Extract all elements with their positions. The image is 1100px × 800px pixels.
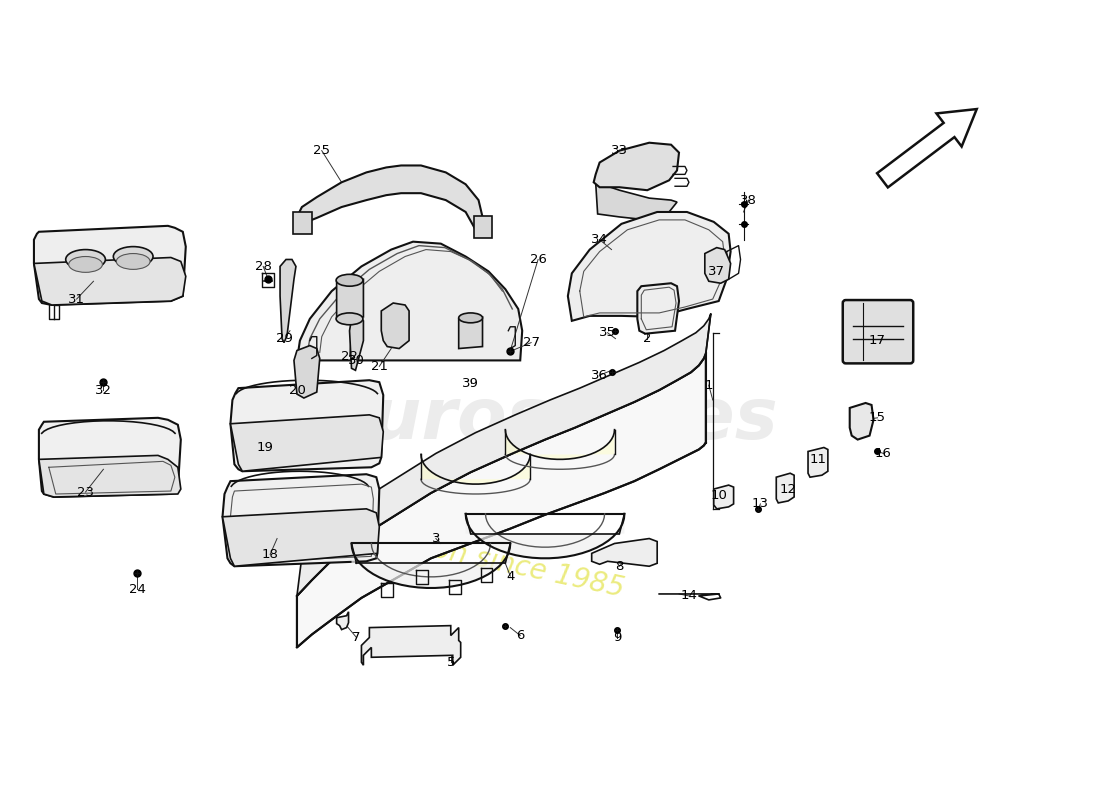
Polygon shape xyxy=(505,430,615,459)
Text: 34: 34 xyxy=(591,233,608,246)
Polygon shape xyxy=(294,346,320,398)
Text: 17: 17 xyxy=(869,334,886,347)
Text: 38: 38 xyxy=(740,194,757,206)
Ellipse shape xyxy=(66,250,106,270)
Polygon shape xyxy=(230,415,383,471)
FancyBboxPatch shape xyxy=(843,300,913,363)
Polygon shape xyxy=(293,212,311,234)
Polygon shape xyxy=(39,455,180,497)
Polygon shape xyxy=(337,279,363,319)
Text: 28: 28 xyxy=(255,260,272,273)
Polygon shape xyxy=(421,454,530,484)
Text: eurospares: eurospares xyxy=(321,386,779,454)
Polygon shape xyxy=(459,317,483,349)
Text: 11: 11 xyxy=(810,453,826,466)
Polygon shape xyxy=(777,474,794,503)
Text: 19: 19 xyxy=(256,441,274,454)
Polygon shape xyxy=(594,142,679,190)
Polygon shape xyxy=(297,242,522,361)
Text: 18: 18 xyxy=(262,548,278,561)
Text: 33: 33 xyxy=(610,144,628,157)
Text: 31: 31 xyxy=(68,293,85,306)
Polygon shape xyxy=(297,354,706,647)
Polygon shape xyxy=(230,380,383,471)
Polygon shape xyxy=(297,314,711,596)
Polygon shape xyxy=(222,474,380,566)
Ellipse shape xyxy=(68,257,102,272)
Ellipse shape xyxy=(337,313,363,325)
Polygon shape xyxy=(297,166,483,230)
Polygon shape xyxy=(592,538,657,566)
Text: 1: 1 xyxy=(704,378,713,392)
Ellipse shape xyxy=(337,274,363,286)
Polygon shape xyxy=(34,258,186,305)
Text: 37: 37 xyxy=(708,265,725,278)
Text: 16: 16 xyxy=(874,447,892,460)
Polygon shape xyxy=(352,543,510,588)
Ellipse shape xyxy=(459,313,483,323)
Text: 24: 24 xyxy=(129,582,145,595)
Text: 25: 25 xyxy=(314,144,330,157)
Text: 20: 20 xyxy=(289,384,307,397)
Polygon shape xyxy=(849,403,873,439)
Text: 29: 29 xyxy=(276,332,293,345)
Polygon shape xyxy=(280,259,296,342)
Polygon shape xyxy=(596,182,676,220)
Text: 12: 12 xyxy=(780,482,796,495)
Text: 5: 5 xyxy=(447,656,455,669)
Polygon shape xyxy=(222,509,380,566)
Text: 2: 2 xyxy=(644,332,651,345)
Ellipse shape xyxy=(117,254,150,270)
Text: 39: 39 xyxy=(462,377,478,390)
Polygon shape xyxy=(474,216,493,238)
Text: 21: 21 xyxy=(371,360,388,373)
Text: a passion since 1985: a passion since 1985 xyxy=(334,514,626,602)
Text: 4: 4 xyxy=(506,570,515,582)
Polygon shape xyxy=(362,626,461,666)
Polygon shape xyxy=(705,248,730,283)
FancyArrow shape xyxy=(877,109,977,187)
Text: 22: 22 xyxy=(341,350,358,363)
Polygon shape xyxy=(465,514,625,558)
Text: 14: 14 xyxy=(681,590,697,602)
Polygon shape xyxy=(382,303,409,349)
Polygon shape xyxy=(350,317,363,370)
Ellipse shape xyxy=(113,246,153,266)
Polygon shape xyxy=(34,226,186,305)
Polygon shape xyxy=(714,485,734,509)
Text: 35: 35 xyxy=(600,326,616,339)
Text: 36: 36 xyxy=(591,369,608,382)
Text: 27: 27 xyxy=(522,336,540,349)
Polygon shape xyxy=(568,212,730,321)
Text: 7: 7 xyxy=(352,631,361,644)
Text: 13: 13 xyxy=(752,498,769,510)
Polygon shape xyxy=(637,283,679,334)
Text: 8: 8 xyxy=(615,560,624,573)
Text: 32: 32 xyxy=(95,384,112,397)
Polygon shape xyxy=(337,612,349,630)
Text: 3: 3 xyxy=(431,532,440,545)
Polygon shape xyxy=(808,447,828,477)
Text: 26: 26 xyxy=(530,253,547,266)
Text: 30: 30 xyxy=(348,354,365,367)
Text: 15: 15 xyxy=(869,411,886,424)
Polygon shape xyxy=(39,418,180,497)
Text: 9: 9 xyxy=(614,631,622,644)
Text: 6: 6 xyxy=(516,629,525,642)
Text: 10: 10 xyxy=(711,490,727,502)
Text: 23: 23 xyxy=(77,486,94,498)
